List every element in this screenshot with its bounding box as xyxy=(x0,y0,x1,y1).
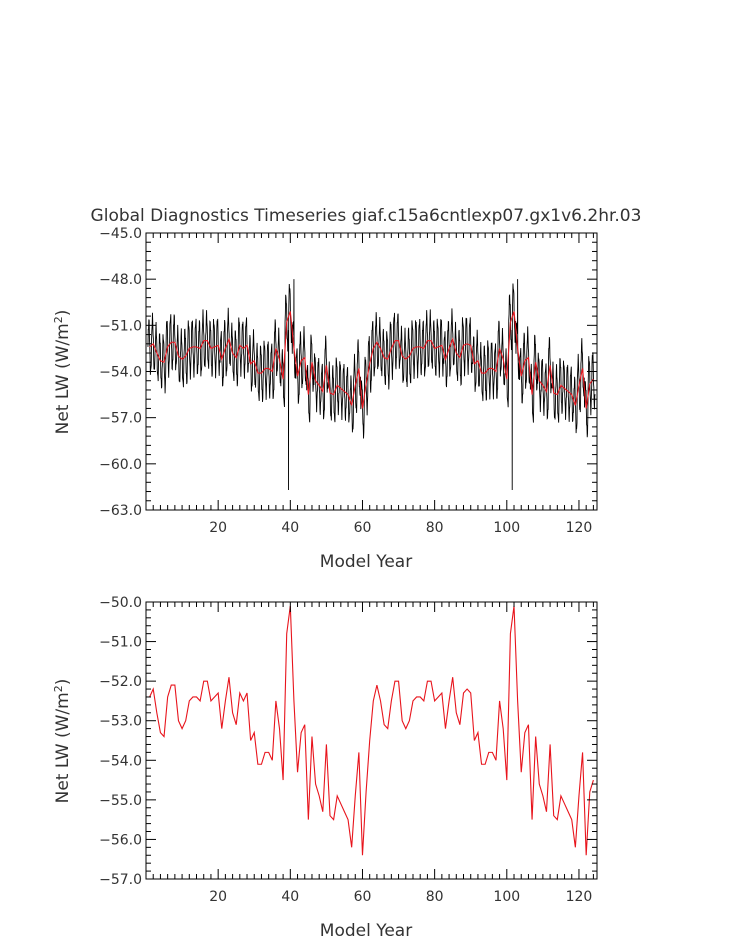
top-x-tick-label: 80 xyxy=(426,520,444,536)
bottom-y-tick-label: −50.0 xyxy=(99,595,142,611)
top-y-tick-label: −48.0 xyxy=(99,272,142,288)
top-series-line-monthly xyxy=(147,279,596,490)
bottom-x-tick-label: 100 xyxy=(493,889,520,905)
bottom-x-tick-label: 20 xyxy=(209,889,227,905)
top-chart: Global Diagnostics Timeseries giaf.c15a6… xyxy=(52,206,642,572)
bottom-y-axis-title: Net LW (W/m2) xyxy=(52,679,74,804)
chart-title: Global Diagnostics Timeseries giaf.c15a6… xyxy=(91,206,642,226)
top-y-tick-label: −60.0 xyxy=(99,457,142,473)
bottom-x-tick-label: 40 xyxy=(281,889,299,905)
bottom-x-tick-label: 60 xyxy=(354,889,372,905)
top-y-tick-label: −63.0 xyxy=(99,503,142,519)
top-x-axis-title: Model Year xyxy=(320,552,412,572)
top-y-axis-title: Net LW (W/m2) xyxy=(52,310,74,435)
bottom-y-tick-labels: −57.0 −56.0 −55.0 −54.0 −53.0 −52.0 −51.0 −50.0 xyxy=(99,595,142,888)
top-y-tick-label: −57.0 xyxy=(99,411,142,427)
bottom-x-tick-labels: 20 40 60 80 100 120 xyxy=(209,889,592,905)
top-axis-ticks xyxy=(146,232,597,511)
top-x-tick-label: 60 xyxy=(354,520,372,536)
top-series-line-annual xyxy=(149,311,594,409)
top-y-tick-label: −45.0 xyxy=(99,226,142,242)
bottom-y-tick-label: −55.0 xyxy=(99,793,142,809)
top-y-tick-label: −54.0 xyxy=(99,365,142,381)
top-y-tick-label: −51.0 xyxy=(99,318,142,334)
bottom-x-axis-title: Model Year xyxy=(320,921,412,941)
bottom-chart: −57.0 −56.0 −55.0 −54.0 −53.0 −52.0 −51.0 −50.0… xyxy=(52,595,598,941)
bottom-axis-ticks xyxy=(146,601,597,880)
bottom-y-tick-label: −54.0 xyxy=(99,753,142,769)
bottom-y-tick-label: −57.0 xyxy=(99,872,142,888)
top-x-tick-label: 120 xyxy=(566,520,593,536)
bottom-series-group xyxy=(149,605,594,856)
top-x-tick-label: 20 xyxy=(209,520,227,536)
bottom-y-tick-label: −51.0 xyxy=(99,635,142,651)
bottom-y-axis-title-close: ) xyxy=(53,679,73,686)
bottom-x-tick-label: 120 xyxy=(566,889,593,905)
bottom-x-tick-label: 80 xyxy=(426,889,444,905)
bottom-y-tick-label: −56.0 xyxy=(99,832,142,848)
top-y-axis-title-close: ) xyxy=(53,310,73,317)
top-y-axis-title-superscript: 2 xyxy=(52,316,65,323)
top-x-tick-label: 100 xyxy=(493,520,520,536)
bottom-series-line-annual xyxy=(149,605,594,856)
top-x-tick-labels: 20 40 60 80 100 120 xyxy=(209,520,592,536)
top-series-group xyxy=(147,279,596,490)
top-y-axis-title-base: Net LW (W/m xyxy=(53,323,73,434)
bottom-plot-frame xyxy=(145,601,598,880)
bottom-y-axis-title-base: Net LW (W/m xyxy=(53,692,73,803)
top-y-tick-labels: −63.0 −60.0 −57.0 −54.0 −51.0 −48.0 −45.0 xyxy=(99,226,142,519)
bottom-y-tick-label: −53.0 xyxy=(99,714,142,730)
bottom-y-tick-label: −52.0 xyxy=(99,674,142,690)
bottom-y-axis-title-superscript: 2 xyxy=(52,685,65,692)
top-x-tick-label: 40 xyxy=(281,520,299,536)
